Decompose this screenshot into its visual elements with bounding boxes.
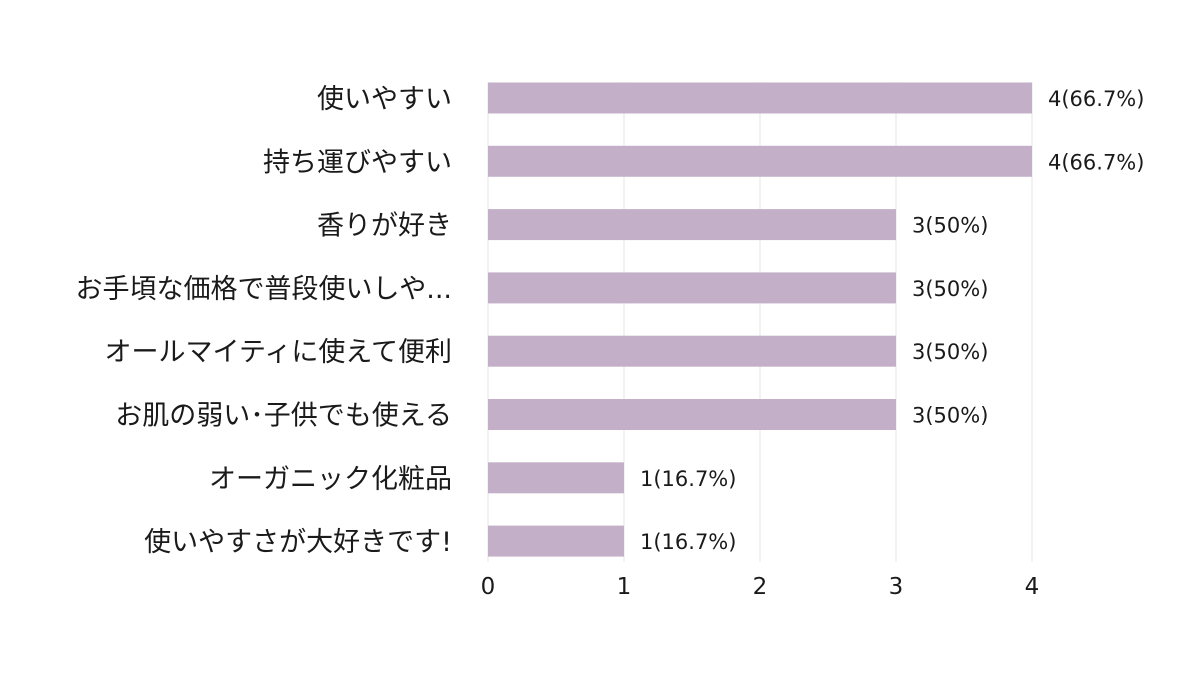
x-tick-label-1: 1 (617, 574, 632, 600)
x-tick-label-0: 0 (481, 574, 496, 600)
data-label-5: 3(50%) (912, 404, 988, 428)
category-label-0: 使いやすい (317, 84, 452, 115)
bar-0 (488, 82, 1032, 114)
category-label-6: オーガニック化粧品 (209, 464, 452, 495)
category-label-1: 持ち運びやすい (263, 147, 452, 178)
bar-6 (488, 462, 624, 494)
x-tick-label-4: 4 (1025, 574, 1040, 600)
data-labels: 4(66.7%) 4(66.7%) 3(50%) 3(50%) 3(50%) 3(50%)… (640, 87, 1144, 554)
bar-2 (488, 209, 896, 241)
data-label-1: 4(66.7%) (1048, 150, 1144, 174)
bars (488, 82, 1032, 557)
category-label-3: お手頃な価格で普段使いしや... (76, 274, 452, 305)
category-label-5: お肌の弱い･子供でも使える (115, 401, 452, 432)
data-label-4: 3(50%) (912, 340, 988, 364)
bar-5 (488, 399, 896, 430)
x-tick-label-3: 3 (889, 574, 904, 600)
category-label-4: オールマイティに使えて便利 (105, 337, 453, 368)
bar-4 (488, 335, 896, 367)
data-label-3: 3(50%) (912, 277, 988, 301)
bar-1 (488, 145, 1032, 177)
category-label-7: 使いやすさが大好きです! (144, 527, 452, 558)
category-label-2: 香りが好き (317, 211, 452, 242)
x-tick-label-2: 2 (753, 574, 768, 600)
data-label-0: 4(66.7%) (1048, 87, 1144, 111)
bar-3 (488, 272, 896, 304)
data-label-2: 3(50%) (912, 214, 988, 238)
data-label-7: 1(16.7%) (640, 530, 736, 554)
bar-7 (488, 525, 624, 557)
data-label-6: 1(16.7%) (640, 467, 736, 491)
x-axis-ticks: 0 1 2 3 4 (481, 574, 1040, 600)
